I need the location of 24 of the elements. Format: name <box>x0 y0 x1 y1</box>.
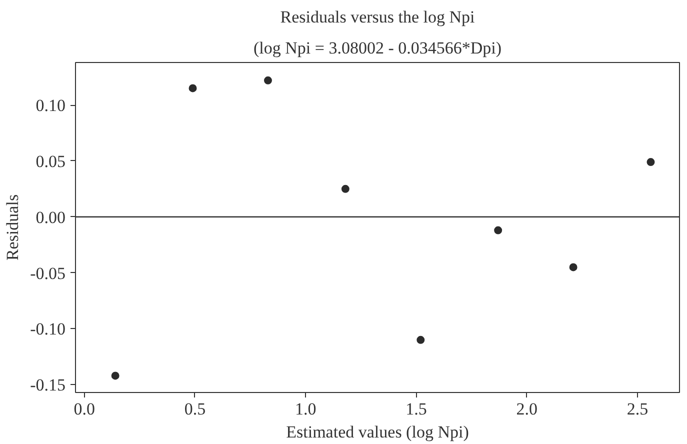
y-tick-label: 0.00 <box>36 208 66 227</box>
x-tick-label: 2.0 <box>516 400 538 418</box>
x-axis-title: Estimated values (log Npi) <box>286 422 469 442</box>
point <box>188 84 197 92</box>
point <box>494 226 502 234</box>
x-tick-label: 0.5 <box>184 400 206 418</box>
y-tick-label: -0.15 <box>30 376 66 395</box>
x-tick-label: 2.5 <box>626 400 648 418</box>
point <box>646 158 655 166</box>
point <box>341 184 350 193</box>
chart-subtitle: (log Npi = 3.08002 - 0.034566*Dpi) <box>253 38 502 58</box>
y-axis-title: Residuals <box>3 194 22 261</box>
point <box>111 372 120 380</box>
y-tick-label: 0.10 <box>36 96 66 116</box>
point <box>569 263 578 272</box>
x-tick-label: 1.0 <box>294 400 316 418</box>
point <box>416 336 425 344</box>
x-tick-label: 1.5 <box>406 400 427 418</box>
point <box>264 76 272 84</box>
chart-title: Residuals versus the log Npi <box>280 8 476 26</box>
y-tick-label: 0.05 <box>36 152 66 171</box>
x-tick-label: 0.0 <box>74 400 95 418</box>
y-tick-label: -0.05 <box>30 264 66 283</box>
y-tick-label: -0.10 <box>30 320 66 339</box>
